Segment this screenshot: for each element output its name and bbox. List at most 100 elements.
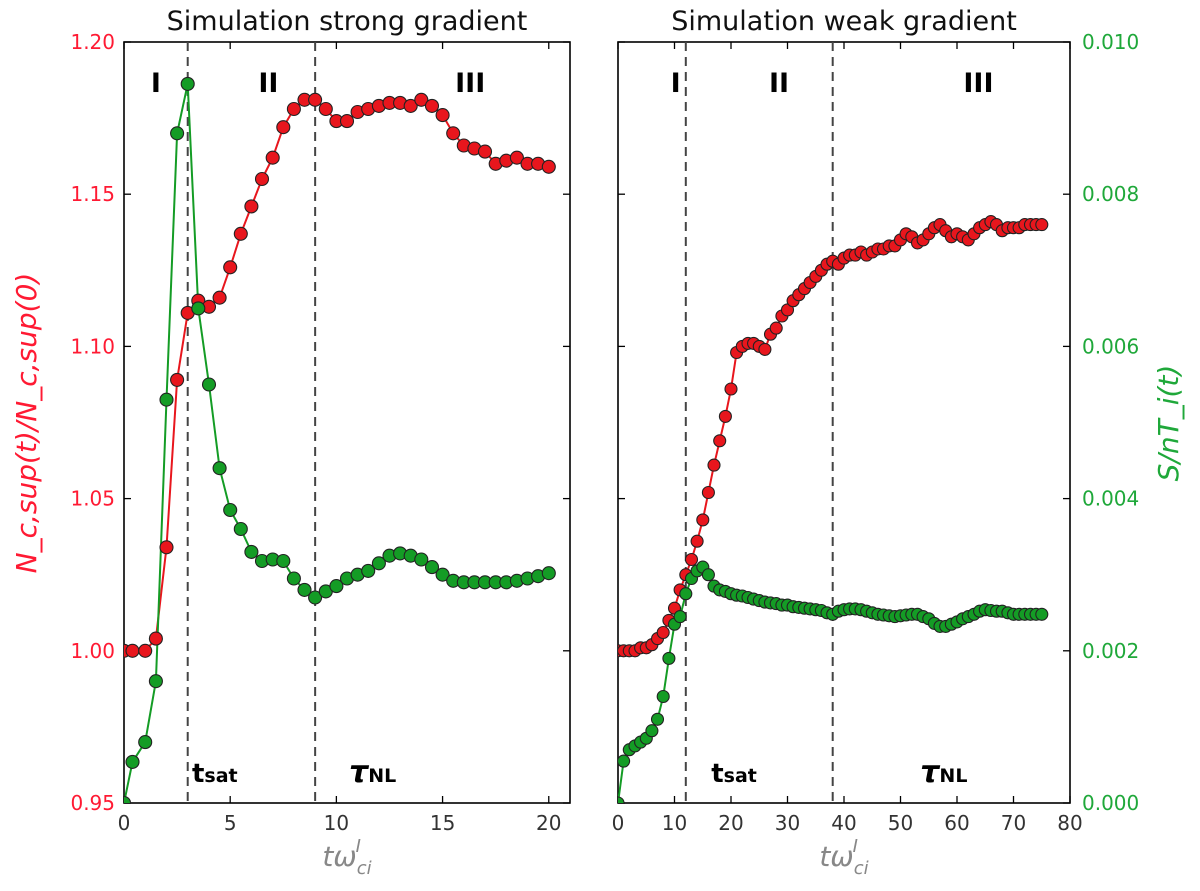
red-data-point	[125, 643, 140, 658]
green-data-point	[212, 461, 227, 476]
red-data-point	[339, 114, 355, 129]
x-tick-label: 20	[536, 811, 561, 835]
red-data-point	[541, 159, 556, 174]
red-data-point	[265, 150, 280, 165]
red-data-point	[724, 382, 738, 396]
y-left-tick-label: 1.00	[70, 639, 115, 663]
green-data-point	[618, 754, 631, 768]
region-label: II	[258, 68, 278, 99]
green-data-point	[673, 610, 687, 624]
green-data-point	[201, 377, 217, 392]
green-data-point	[191, 301, 206, 316]
green-data-point	[679, 587, 693, 601]
series-group	[124, 76, 556, 803]
time-marker-label: τNL	[349, 755, 396, 790]
y-left-tick-label: 1.15	[70, 182, 115, 206]
y-right-tick-label: 0.006	[1082, 334, 1139, 358]
red-data-point	[718, 409, 732, 423]
x-tick-label: 40	[831, 811, 856, 835]
green-data-point	[662, 651, 676, 665]
green-data-point	[138, 735, 153, 750]
red-data-point	[276, 120, 291, 135]
x-tick-label: 0	[118, 811, 131, 835]
y-left-tick-label: 1.10	[70, 334, 115, 358]
red-data-point	[477, 144, 493, 159]
red-data-point	[707, 458, 721, 472]
red-data-point	[758, 342, 772, 356]
panel-weak-gradient: Simulation weak gradient 0 10 20 30 40 50 60 70 8…	[612, 6, 1140, 879]
y-left-axis-label: N_c,sup(t)/N_c,sup(0)	[10, 273, 43, 574]
y-left-tick-label: 0.95	[70, 791, 115, 815]
green-data-point	[159, 392, 174, 407]
green-data-point	[244, 544, 259, 559]
red-data-point	[414, 92, 429, 107]
red-data-point	[159, 540, 174, 555]
red-data-point	[318, 101, 333, 117]
region-label: III	[455, 68, 485, 99]
y-right-tick-label: 0.010	[1082, 30, 1139, 54]
time-marker-label: tsat	[192, 759, 238, 789]
x-tick-label: 10	[324, 811, 349, 835]
green-data-point	[424, 560, 440, 575]
red-data-point	[690, 534, 704, 548]
time-marker-label: tsat	[711, 759, 757, 789]
x-axis-label: tωciI	[322, 836, 371, 879]
x-tick-label: 0	[612, 811, 625, 835]
red-data-point	[446, 126, 461, 141]
y-right-tick-label: 0.002	[1082, 639, 1139, 663]
red-data-point	[254, 171, 270, 187]
green-data-point	[308, 590, 323, 605]
red-data-point	[1035, 218, 1049, 232]
green-data-point	[656, 689, 670, 704]
axis-labels: N_c,sup(t)/N_c,sup(0) S/nT_i(t)	[10, 273, 1185, 574]
panel-strong-gradient: Simulation strong gradient 0 5 10 15 20 0.95 1.…	[70, 6, 571, 879]
green-data-point	[276, 553, 291, 569]
green-data-point	[414, 552, 429, 567]
y-left-tick-label: 1.05	[70, 487, 115, 511]
green-data-point	[124, 795, 132, 803]
green-data-point	[223, 502, 238, 518]
green-series-line	[618, 565, 1042, 803]
chart-title: Simulation weak gradient	[671, 6, 1017, 37]
green-data-point	[701, 568, 715, 582]
red-data-point	[148, 631, 163, 646]
red-data-point	[212, 290, 227, 305]
green-data-point	[297, 582, 312, 597]
green-data-point	[618, 796, 625, 803]
green-data-point	[645, 724, 659, 738]
green-data-point	[650, 712, 665, 726]
red-data-point	[696, 513, 710, 527]
x-tick-label: 50	[888, 811, 913, 835]
y-left-tick-label: 1.20	[70, 30, 115, 54]
red-data-point	[403, 98, 418, 113]
red-data-point	[424, 98, 440, 113]
green-data-point	[435, 567, 450, 582]
y-right-tick-label: 0.004	[1082, 487, 1139, 511]
x-tick-label: 80	[1057, 811, 1082, 835]
x-axis-label: tωciI	[819, 836, 868, 879]
plot-frame	[123, 41, 571, 804]
x-tick-label: 5	[224, 811, 237, 835]
region-label: I	[671, 68, 681, 99]
red-data-point	[769, 321, 783, 335]
y-right-tick-label: 0.008	[1082, 182, 1139, 206]
x-tick-label: 15	[430, 811, 455, 835]
red-data-point	[656, 625, 670, 640]
red-data-point	[509, 150, 524, 165]
red-data-point	[244, 199, 259, 214]
red-data-point	[713, 434, 727, 448]
region-label: I	[151, 68, 161, 99]
x-tick-label: 20	[718, 811, 743, 835]
green-data-point	[371, 556, 386, 571]
red-data-point	[701, 485, 715, 500]
red-data-point	[170, 372, 185, 387]
y-right-axis-label: S/nT_i(t)	[1152, 365, 1185, 482]
red-data-point	[233, 226, 248, 241]
red-data-point	[435, 108, 450, 123]
green-data-point	[361, 563, 376, 578]
red-data-point	[684, 552, 699, 567]
green-data-point	[170, 126, 185, 141]
green-data-point	[125, 754, 140, 769]
green-data-point	[286, 571, 301, 586]
